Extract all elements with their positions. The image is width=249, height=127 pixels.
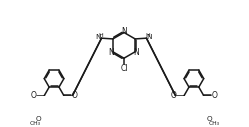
Text: O: O [31, 91, 37, 100]
Text: O: O [207, 116, 213, 122]
Text: N: N [121, 27, 127, 36]
Text: H: H [98, 33, 103, 38]
Text: N: N [109, 48, 114, 57]
Text: H: H [145, 33, 150, 38]
Text: O: O [211, 91, 217, 100]
Text: N: N [147, 34, 152, 40]
Text: Cl: Cl [120, 64, 128, 73]
Text: O: O [171, 91, 177, 100]
Text: N: N [96, 34, 101, 40]
Text: O: O [71, 91, 77, 100]
Text: CH₃: CH₃ [209, 121, 220, 126]
Text: O: O [35, 116, 41, 122]
Text: N: N [134, 48, 139, 57]
Text: CH₃: CH₃ [30, 121, 41, 126]
